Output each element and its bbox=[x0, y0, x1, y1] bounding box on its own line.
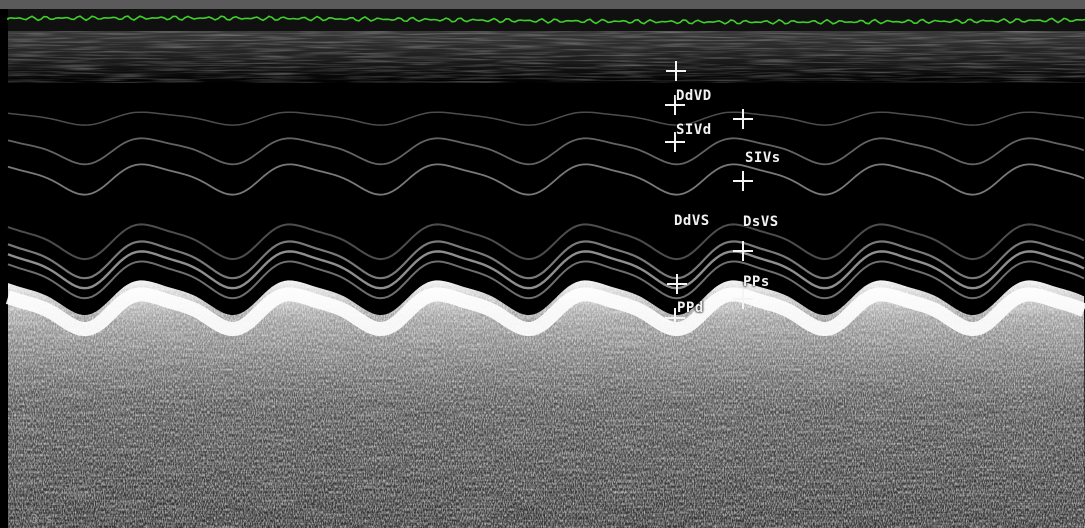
label-ddvs: DdVS bbox=[674, 213, 710, 229]
crosshair-dsvs bbox=[733, 241, 753, 261]
crosshair-sivd bbox=[665, 132, 685, 152]
label-sivs: SIVs bbox=[745, 150, 781, 166]
crosshair-ddvs bbox=[667, 274, 687, 294]
wall-echo-line bbox=[7, 137, 1085, 166]
label-ddvd: DdVD bbox=[676, 88, 712, 104]
label-pps: PPs bbox=[743, 274, 770, 290]
wall-echo-line bbox=[7, 240, 1085, 280]
crosshair-pps bbox=[733, 289, 753, 309]
wall-echo-line bbox=[7, 250, 1085, 290]
wall-echo-line bbox=[7, 223, 1085, 261]
label-ppd: PPd bbox=[677, 300, 704, 316]
label-sivd: SIVd bbox=[676, 122, 712, 138]
ventricular-wall-echoes bbox=[7, 111, 1085, 300]
ecg-trace bbox=[7, 15, 1085, 25]
crosshair-ddvd-bottom bbox=[665, 95, 685, 115]
crosshair-sivs-top bbox=[733, 109, 753, 129]
wall-echo-line bbox=[7, 163, 1085, 196]
crosshair-ppd bbox=[665, 308, 685, 328]
crosshair-ddvd-top bbox=[666, 61, 686, 81]
crosshair-sivs-bottom bbox=[733, 171, 753, 191]
wall-echo-line bbox=[7, 260, 1085, 300]
time-scale-label: 3 s bbox=[31, 512, 53, 526]
endocardial-border-echo bbox=[5, 287, 1085, 337]
label-dsvs: DsVS bbox=[743, 214, 779, 230]
wall-echo-line bbox=[7, 111, 1085, 126]
